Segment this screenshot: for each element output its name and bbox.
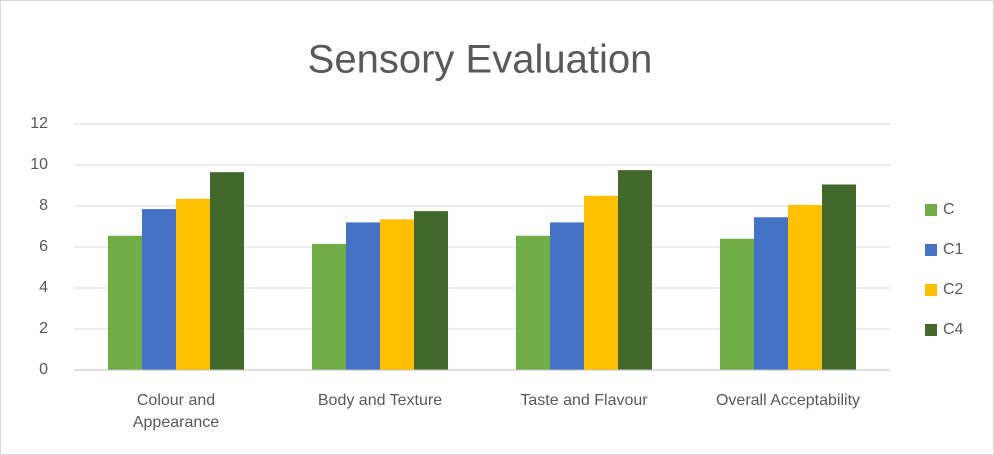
legend-label: C4	[943, 321, 964, 338]
bar	[720, 238, 754, 370]
legend-label: C2	[943, 281, 964, 298]
x-tick-label: Overall Acceptability	[715, 392, 861, 409]
legend-swatch	[925, 244, 937, 256]
y-tick-label: 10	[30, 156, 48, 173]
y-tick-label: 8	[39, 197, 48, 214]
y-tick-label: 12	[30, 115, 48, 132]
bar	[618, 170, 652, 370]
bar	[516, 235, 550, 370]
x-tick-label: Colour and Appearance	[132, 392, 220, 431]
x-tick-label: Body and Texture	[317, 392, 443, 409]
bar	[822, 184, 856, 370]
legend-label: C1	[943, 241, 964, 258]
bar	[754, 217, 788, 370]
bar	[414, 211, 448, 370]
chart-title: Sensory Evaluation	[308, 38, 653, 82]
bar	[380, 219, 414, 370]
bar	[346, 222, 380, 370]
legend-swatch	[925, 284, 937, 296]
bar	[142, 209, 176, 370]
y-tick-label: 0	[39, 361, 48, 378]
legend-swatch	[925, 204, 937, 216]
bar	[108, 235, 142, 370]
y-tick-label: 6	[39, 238, 48, 255]
y-tick-label: 2	[39, 320, 48, 337]
legend-swatch	[925, 324, 937, 336]
bar	[210, 172, 244, 370]
legend-label: C	[943, 201, 955, 218]
x-tick-label: Taste and Flavour	[520, 392, 648, 409]
bar	[584, 195, 618, 370]
bar	[550, 222, 584, 370]
bar	[312, 243, 346, 370]
bar	[788, 204, 822, 370]
y-tick-label: 4	[39, 279, 48, 296]
bar	[176, 198, 210, 370]
